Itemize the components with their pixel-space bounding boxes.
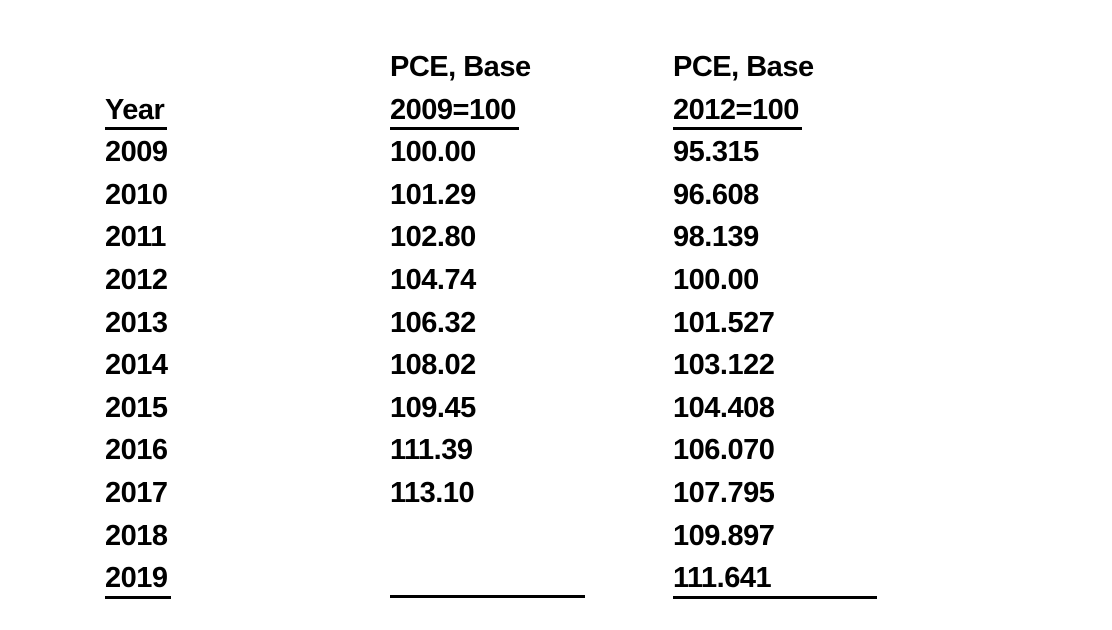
pce-2009-cell: 101.29 <box>390 178 476 211</box>
pce-index-table: PCE, Base PCE, Base Year 2009=100 2012=1… <box>105 46 993 600</box>
pce-2012-cell: 111.641 <box>673 557 993 600</box>
pce-2009-cell <box>390 557 673 600</box>
year-cell: 2009 <box>105 136 168 169</box>
table-row: 2013 106.32 101.527 <box>105 302 993 345</box>
year-cell: 2018 <box>105 519 168 552</box>
header-pce2009-label: 2009=100 <box>390 94 519 131</box>
header-pce2012-label: 2012=100 <box>673 94 802 131</box>
value-with-answer-line: 111.641 <box>673 562 877 599</box>
header-pce2009-line1: PCE, Base <box>390 51 531 83</box>
table-row: 2015 109.45 104.408 <box>105 387 993 430</box>
table-row: 2017 113.10 107.795 <box>105 472 993 515</box>
pce-2009-cell: 111.39 <box>390 434 473 467</box>
pce-2012-cell: 103.122 <box>673 349 775 382</box>
table-row: 2011 102.80 98.139 <box>105 216 993 259</box>
pce-2012-cell: 109.897 <box>673 519 775 552</box>
header-year: Year <box>105 89 390 132</box>
pce-2012-cell: 106.070 <box>673 434 775 467</box>
year-cell: 2014 <box>105 349 168 382</box>
header-pce2012-line2: 2012=100 <box>673 89 993 132</box>
year-2019-underlined: 2019 <box>105 562 171 599</box>
pce-2009-cell: 108.02 <box>390 349 476 382</box>
table-row: 2009 100.00 95.315 <box>105 131 993 174</box>
header-pce2009-line2: 2009=100 <box>390 89 673 132</box>
pce-2012-cell: 104.408 <box>673 391 775 424</box>
pce-2009-cell: 106.32 <box>390 306 476 339</box>
pce-2009-cell: 109.45 <box>390 391 476 424</box>
header-pce2012-line1: PCE, Base <box>673 51 814 83</box>
header-year-spacer <box>105 46 390 89</box>
year-cell: 2017 <box>105 476 168 509</box>
pce-2012-cell: 98.139 <box>673 221 759 254</box>
pce-2012-cell: 95.315 <box>673 136 759 169</box>
pce-2012-cell: 101.527 <box>673 306 775 339</box>
year-cell: 2019 <box>105 557 390 600</box>
year-cell: 2010 <box>105 178 168 211</box>
pce-2009-cell <box>390 515 673 558</box>
year-cell: 2012 <box>105 263 168 296</box>
table-row: 2014 108.02 103.122 <box>105 344 993 387</box>
table-row: 2016 111.39 106.070 <box>105 429 993 472</box>
year-cell: 2011 <box>105 221 166 254</box>
pce-2009-cell: 113.10 <box>390 476 475 509</box>
blank-answer-line <box>390 562 585 598</box>
table-header-line2: Year 2009=100 2012=100 <box>105 89 993 132</box>
table-row: 2018 109.897 <box>105 515 993 558</box>
year-cell: 2016 <box>105 434 168 467</box>
table-row: 2010 101.29 96.608 <box>105 174 993 217</box>
table-row: 2012 104.74 100.00 <box>105 259 993 302</box>
year-cell: 2015 <box>105 391 168 424</box>
year-cell: 2013 <box>105 306 168 339</box>
pce-2012-cell: 96.608 <box>673 178 759 211</box>
table-header-line1: PCE, Base PCE, Base <box>105 46 993 89</box>
table-row-2019: 2019 111.641 <box>105 557 993 600</box>
pce-2012-cell: 100.00 <box>673 263 759 296</box>
pce-2009-cell: 100.00 <box>390 136 476 169</box>
pce-2012-cell: 107.795 <box>673 476 775 509</box>
header-year-label: Year <box>105 94 168 131</box>
pce-2009-cell: 102.80 <box>390 221 476 254</box>
pce-2009-cell: 104.74 <box>390 263 476 296</box>
